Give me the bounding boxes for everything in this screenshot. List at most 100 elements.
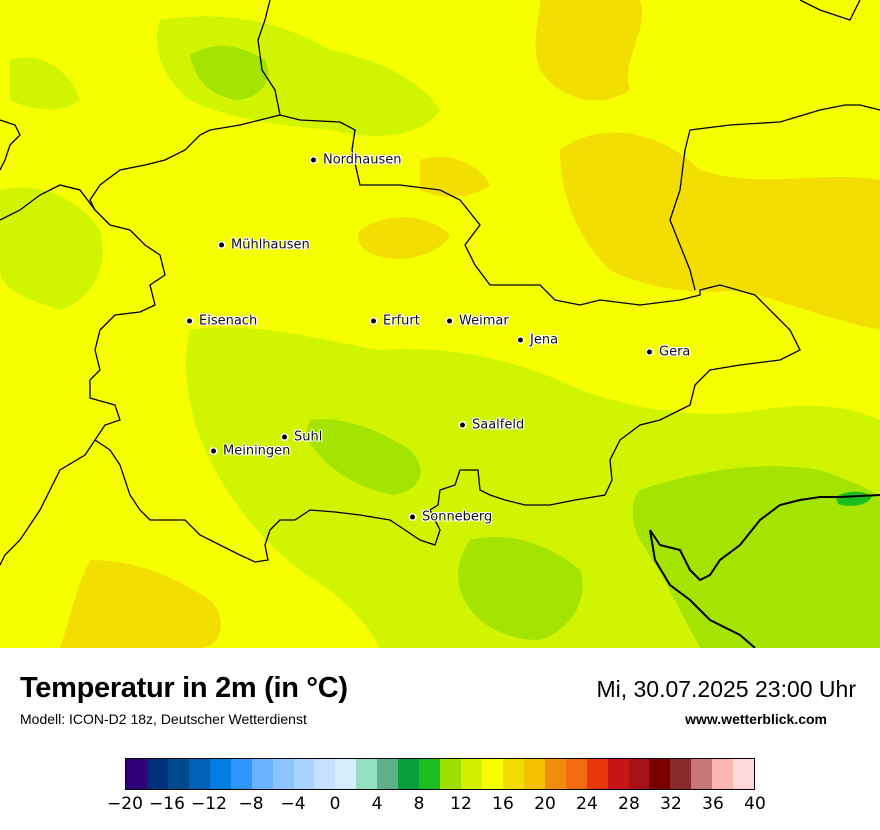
cold-zone-harz bbox=[190, 45, 269, 100]
color-scale-segment bbox=[544, 759, 566, 789]
color-scale-segment bbox=[356, 759, 378, 789]
city-label: Mühlhausen bbox=[231, 237, 310, 253]
color-scale-segment bbox=[649, 759, 671, 789]
city-dot bbox=[187, 318, 192, 324]
map-title: Temperatur in 2m (in °C) bbox=[20, 672, 348, 704]
model-info: Modell: ICON-D2 18z, Deutscher Wetterdie… bbox=[20, 711, 307, 727]
color-scale-segment bbox=[586, 759, 608, 789]
color-scale-tick-label: 24 bbox=[576, 794, 598, 814]
color-scale-segment bbox=[565, 759, 587, 789]
city-label: Weimar bbox=[459, 313, 509, 329]
color-scale-ticks: −20 −16 −12 −8 −4 0 4 8 12 16 20 24 28 32 36 40 bbox=[107, 794, 766, 816]
warm-zone-southwest bbox=[60, 560, 221, 648]
forecast-datetime: Mi, 30.07.2025 23:00 Uhr bbox=[596, 676, 856, 702]
city-dot bbox=[647, 349, 652, 355]
color-scale-segment bbox=[670, 759, 692, 789]
color-scale-segment bbox=[523, 759, 545, 789]
color-scale-tick-label: −8 bbox=[238, 794, 264, 814]
city-nordhausen: Nordhausen bbox=[311, 153, 402, 168]
cool-zone-northwest bbox=[10, 57, 80, 110]
city-label: Saalfeld bbox=[472, 417, 525, 433]
color-scale-segment bbox=[398, 759, 420, 789]
cool-zone-north bbox=[156, 16, 441, 136]
color-scale-tick-label: 40 bbox=[744, 794, 766, 814]
cold-zone-southeast bbox=[632, 466, 880, 648]
city-dot bbox=[518, 337, 523, 343]
warm-zone-east bbox=[560, 132, 880, 330]
color-scale-tick-label: −16 bbox=[149, 794, 185, 814]
color-scale-tick-label: 12 bbox=[450, 794, 472, 814]
city-sonneberg: Sonneberg bbox=[410, 510, 492, 525]
color-scale-bar bbox=[125, 758, 755, 790]
color-scale-segment bbox=[146, 759, 168, 789]
color-scale-segment bbox=[377, 759, 399, 789]
color-scale-tick-label: 16 bbox=[492, 794, 514, 814]
city-erfurt: Erfurt bbox=[371, 314, 420, 329]
color-scale-tick-label: 36 bbox=[702, 794, 724, 814]
color-scale-tick-label: 28 bbox=[618, 794, 640, 814]
state-border bbox=[89, 0, 801, 563]
city-suhl: Suhl bbox=[282, 430, 322, 445]
color-scale-segment bbox=[502, 759, 524, 789]
color-scale-segment bbox=[419, 759, 441, 789]
border-north-east bbox=[689, 0, 880, 131]
color-scale-tick-label: 8 bbox=[413, 794, 425, 814]
color-scale-segment bbox=[335, 759, 357, 789]
color-scale-segment bbox=[126, 759, 147, 789]
border-east bbox=[669, 129, 696, 291]
color-scale-segment bbox=[272, 759, 294, 789]
city-muehlhausen: Mühlhausen bbox=[219, 238, 310, 253]
city-dot bbox=[371, 318, 376, 324]
color-scale-segment bbox=[607, 759, 629, 789]
city-jena: Jena bbox=[518, 333, 558, 348]
city-meiningen: Meiningen bbox=[211, 444, 290, 459]
city-label: Eisenach bbox=[199, 313, 258, 329]
warm-zone-northeast bbox=[535, 0, 643, 101]
city-label: Meiningen bbox=[223, 443, 291, 459]
color-scale-segment bbox=[209, 759, 231, 789]
city-label: Erfurt bbox=[383, 313, 420, 329]
color-scale-tick-label: 4 bbox=[371, 794, 383, 814]
city-eisenach: Eisenach bbox=[187, 314, 257, 329]
city-dot bbox=[219, 242, 224, 248]
color-scale-segment bbox=[440, 759, 461, 789]
cold-zone-forest bbox=[306, 419, 421, 495]
color-scale-segment bbox=[293, 759, 315, 789]
border-southwest bbox=[0, 439, 96, 566]
city-dot bbox=[211, 448, 216, 454]
temperature-field bbox=[0, 0, 880, 648]
color-scale-segment bbox=[628, 759, 650, 789]
city-label: Suhl bbox=[294, 429, 323, 445]
color-scale-segment bbox=[251, 759, 273, 789]
warm-zone-center bbox=[358, 217, 450, 259]
color-scale-segment bbox=[230, 759, 252, 789]
city-dot bbox=[447, 318, 452, 324]
color-scale-segment bbox=[314, 759, 336, 789]
city-dot bbox=[311, 157, 316, 163]
city-label: Sonneberg bbox=[422, 509, 493, 525]
color-scale-segment bbox=[461, 759, 482, 789]
color-scale-tick-label: −12 bbox=[191, 794, 227, 814]
city-dot bbox=[460, 422, 465, 428]
city-dot bbox=[410, 514, 415, 520]
city-dot bbox=[282, 434, 287, 440]
color-scale-tick-label: −4 bbox=[280, 794, 306, 814]
color-scale-tick-label: 32 bbox=[660, 794, 682, 814]
color-scale-tick-label: −20 bbox=[107, 794, 143, 814]
color-scale-segment bbox=[481, 759, 503, 789]
website-link[interactable]: www.wetterblick.com bbox=[685, 711, 827, 727]
color-scale-segment bbox=[712, 759, 734, 789]
city-gera: Gera bbox=[647, 345, 690, 360]
city-weimar: Weimar bbox=[447, 314, 509, 329]
temperature-map: Nordhausen Mühlhausen Eisenach Erfurt We… bbox=[0, 0, 880, 648]
border-west bbox=[0, 119, 96, 221]
city-saalfeld: Saalfeld bbox=[460, 418, 524, 433]
city-label: Jena bbox=[530, 332, 559, 348]
color-scale: −20 −16 −12 −8 −4 0 4 8 12 16 20 24 28 32 36 40 bbox=[107, 758, 766, 814]
color-scale-segment bbox=[733, 759, 755, 789]
color-scale-segment bbox=[188, 759, 210, 789]
color-scale-tick-label: 20 bbox=[534, 794, 556, 814]
cold-zone-south bbox=[458, 536, 583, 640]
warm-zone-north bbox=[420, 156, 490, 197]
color-scale-segment bbox=[167, 759, 189, 789]
